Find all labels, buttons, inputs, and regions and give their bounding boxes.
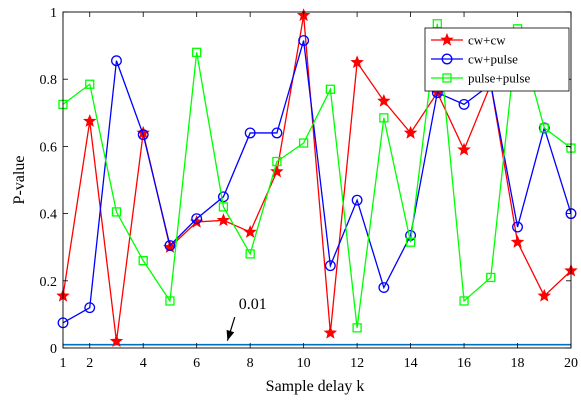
data-point-s2-k8	[244, 127, 256, 139]
y-axis-label: P-value	[11, 156, 28, 205]
data-point-s2-k6	[191, 213, 203, 225]
data-point-s1-k13	[377, 93, 391, 107]
x-tick-label: 8	[247, 356, 254, 371]
data-point-s3-k11	[325, 84, 336, 94]
x-tick-label: 4	[140, 356, 147, 371]
legend-swatch-marker	[442, 73, 452, 83]
legend-swatch-marker	[440, 32, 454, 46]
data-point-s2-k5	[164, 240, 176, 251]
data-point-s1-k19	[537, 288, 552, 302]
legend-swatch-marker	[441, 53, 453, 65]
data-point-s2-k4	[137, 129, 149, 141]
annotation-group: 0.01	[226, 296, 267, 341]
data-point-s2-k2	[84, 302, 96, 314]
y-tick-label: 0.8	[40, 73, 58, 88]
legend-label: cw+cw	[468, 33, 506, 48]
data-point-s3-k5	[165, 296, 175, 306]
y-tick-label: 1	[50, 6, 57, 21]
y-tick-label: 0.2	[40, 275, 58, 290]
y-tick-label: 0	[50, 342, 57, 357]
data-point-s2-k18	[512, 221, 523, 233]
data-point-s3-k2	[85, 79, 95, 89]
data-point-s1-k11	[323, 325, 338, 339]
data-point-s3-k9	[272, 156, 282, 167]
y-tick-label: 0.4	[40, 208, 58, 223]
x-tick-label: 14	[404, 356, 418, 371]
legend-entries: cw+cw cw+pulse pulse+pulse	[431, 33, 530, 86]
data-point-s1-k2	[82, 114, 97, 127]
legend-entry-2: cw+pulse	[431, 52, 518, 67]
data-point-s2-k12	[351, 194, 363, 206]
data-point-s3-k19	[539, 123, 549, 133]
data-point-s3-k14	[405, 237, 416, 247]
annotation-label: 0.01	[239, 296, 267, 313]
data-point-s3-k6	[192, 47, 202, 57]
legend-entry-3: pulse+pulse	[431, 71, 530, 86]
data-point-s2-k10	[298, 35, 310, 47]
data-point-s3-k12	[352, 323, 362, 333]
data-point-s2-k13	[378, 282, 390, 293]
data-point-s2-k16	[458, 98, 470, 110]
x-tick-label: 2	[86, 356, 93, 371]
legend-label: cw+pulse	[468, 52, 518, 67]
data-point-s1-k14	[403, 125, 418, 139]
data-point-s2-k9	[271, 127, 283, 139]
data-point-s1-k9	[270, 164, 284, 178]
data-point-s1-k7	[216, 213, 231, 227]
x-tick-label: 6	[193, 356, 200, 371]
x-axis-label: Sample delay k	[266, 378, 365, 395]
legend-entry-1: cw+cw	[431, 33, 506, 48]
data-point-s2-k19	[538, 122, 550, 134]
data-point-s1-k16	[457, 142, 471, 156]
data-point-s2-k3	[111, 55, 122, 67]
axes	[62, 11, 572, 349]
data-point-s3-k8	[245, 249, 255, 259]
y-tick-label: 0.6	[40, 140, 58, 155]
x-tick-label: 1	[60, 356, 67, 371]
data-point-s1-k18	[510, 235, 525, 248]
data-point-s3-k7	[218, 202, 229, 212]
x-tick-label: 10	[297, 356, 311, 371]
data-point-s3-k3	[111, 207, 122, 217]
legend-label: pulse+pulse	[468, 71, 530, 86]
data-point-s3-k16	[459, 296, 469, 306]
data-point-s1-k12	[350, 55, 364, 69]
data-point-s1-k3	[109, 334, 124, 348]
data-point-s3-k4	[138, 255, 148, 266]
data-point-s3-k13	[379, 113, 389, 123]
x-tick-label: 18	[511, 356, 525, 371]
legend: cw+cw cw+pulse pulse+pulse	[424, 27, 570, 92]
data-point-s3-k17	[486, 272, 496, 283]
x-tick-label: 16	[457, 356, 471, 371]
data-point-s2-k11	[324, 260, 336, 272]
data-point-s1-k8	[243, 224, 257, 238]
data-point-s3-k10	[298, 138, 309, 148]
annotation-arrow-head	[226, 329, 235, 341]
data-point-s2-k7	[217, 191, 229, 203]
axes-box	[62, 11, 572, 349]
x-tick-label: 12	[350, 356, 364, 371]
x-tick-label: 20	[564, 356, 578, 371]
